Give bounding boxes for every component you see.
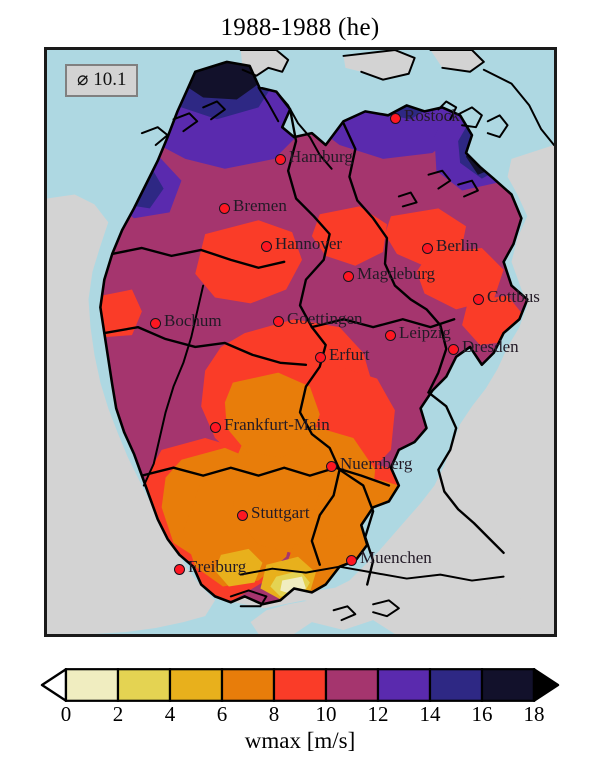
city-label: Leipzig (399, 323, 451, 342)
page-title: 1988-1988 (he) (220, 14, 380, 41)
colorbar-tick-10: 10 (315, 702, 337, 726)
colorbar-over-arrow (532, 668, 560, 702)
city-dot-icon (389, 112, 401, 124)
colorbar-band-10-12 (324, 668, 380, 702)
city-dot-icon (236, 509, 248, 521)
city-dot-icon (472, 293, 484, 305)
city-label: Hannover (275, 234, 343, 253)
colorbar-band-8-10 (272, 668, 328, 702)
colorbar-under-arrow (40, 668, 68, 702)
city-dot-icon (314, 351, 326, 363)
colorbar-band-2-4 (116, 668, 172, 702)
colorbar-tick-18: 18 (523, 702, 545, 726)
city-dot-icon (325, 460, 337, 472)
mean-value-box: ⌀ 10.1 (65, 64, 139, 97)
city-label: Bremen (233, 196, 287, 215)
map-axes[interactable]: ⌀ 10.1 Rostock Hamburg Bremen Hannover Berli… (44, 47, 557, 637)
city-dot-icon (218, 202, 230, 214)
colorbar-tick-2: 2 (112, 702, 124, 726)
city-label: Magdeburg (357, 264, 436, 283)
city-label: Rostock (404, 106, 460, 125)
colorbar-tick-6: 6 (216, 702, 228, 726)
colorbar-band-12-14 (376, 668, 432, 702)
city-dot-icon (384, 329, 396, 341)
colorbar-swatches (40, 668, 560, 702)
city-dot-icon (342, 270, 354, 282)
colorbar-tick-16: 16 (471, 702, 493, 726)
city-label: Erfurt (329, 345, 370, 364)
colorbar-tick-12: 12 (367, 702, 389, 726)
city-label: Freiburg (188, 557, 247, 576)
city-label: Cottbus (487, 287, 540, 306)
colorbar-band-4-6 (168, 668, 224, 702)
colorbar-tick-14: 14 (419, 702, 441, 726)
city-dot-icon (274, 153, 286, 165)
city-label: Stuttgart (251, 503, 310, 522)
colorbar-axis-label: wmax [m/s] (244, 728, 356, 753)
colorbar-tick-4: 4 (164, 702, 176, 726)
colorbar-tick-8: 8 (268, 702, 280, 726)
city-label: Goettingen (287, 309, 363, 328)
city-dot-icon (260, 240, 272, 252)
city-dot-icon (421, 242, 433, 254)
colorbar-band-14-16 (428, 668, 484, 702)
colorbar-tick-labels: 0 2 4 6 8 10 12 14 16 18 (0, 702, 600, 728)
city-label: Nuernberg (340, 454, 413, 473)
city-dot-icon (173, 563, 185, 575)
city-label: Bochum (164, 311, 222, 330)
city-label: Frankfurt-Main (224, 415, 330, 434)
city-label: Berlin (436, 236, 479, 255)
colorbar-tick-0: 0 (60, 702, 72, 726)
city-dot-icon (149, 317, 161, 329)
city-label: Hamburg (289, 147, 353, 166)
colorbar-band-16-18 (480, 668, 536, 702)
colorbar-band-0-2 (64, 668, 120, 702)
colorbar-band-6-8 (220, 668, 276, 702)
city-label: Muenchen (360, 548, 432, 567)
city-dot-icon (447, 343, 459, 355)
city-label: Dresden (462, 337, 519, 356)
city-dot-icon (345, 554, 357, 566)
city-dot-icon (209, 421, 221, 433)
city-dot-icon (272, 315, 284, 327)
colorbar[interactable] (40, 668, 560, 702)
